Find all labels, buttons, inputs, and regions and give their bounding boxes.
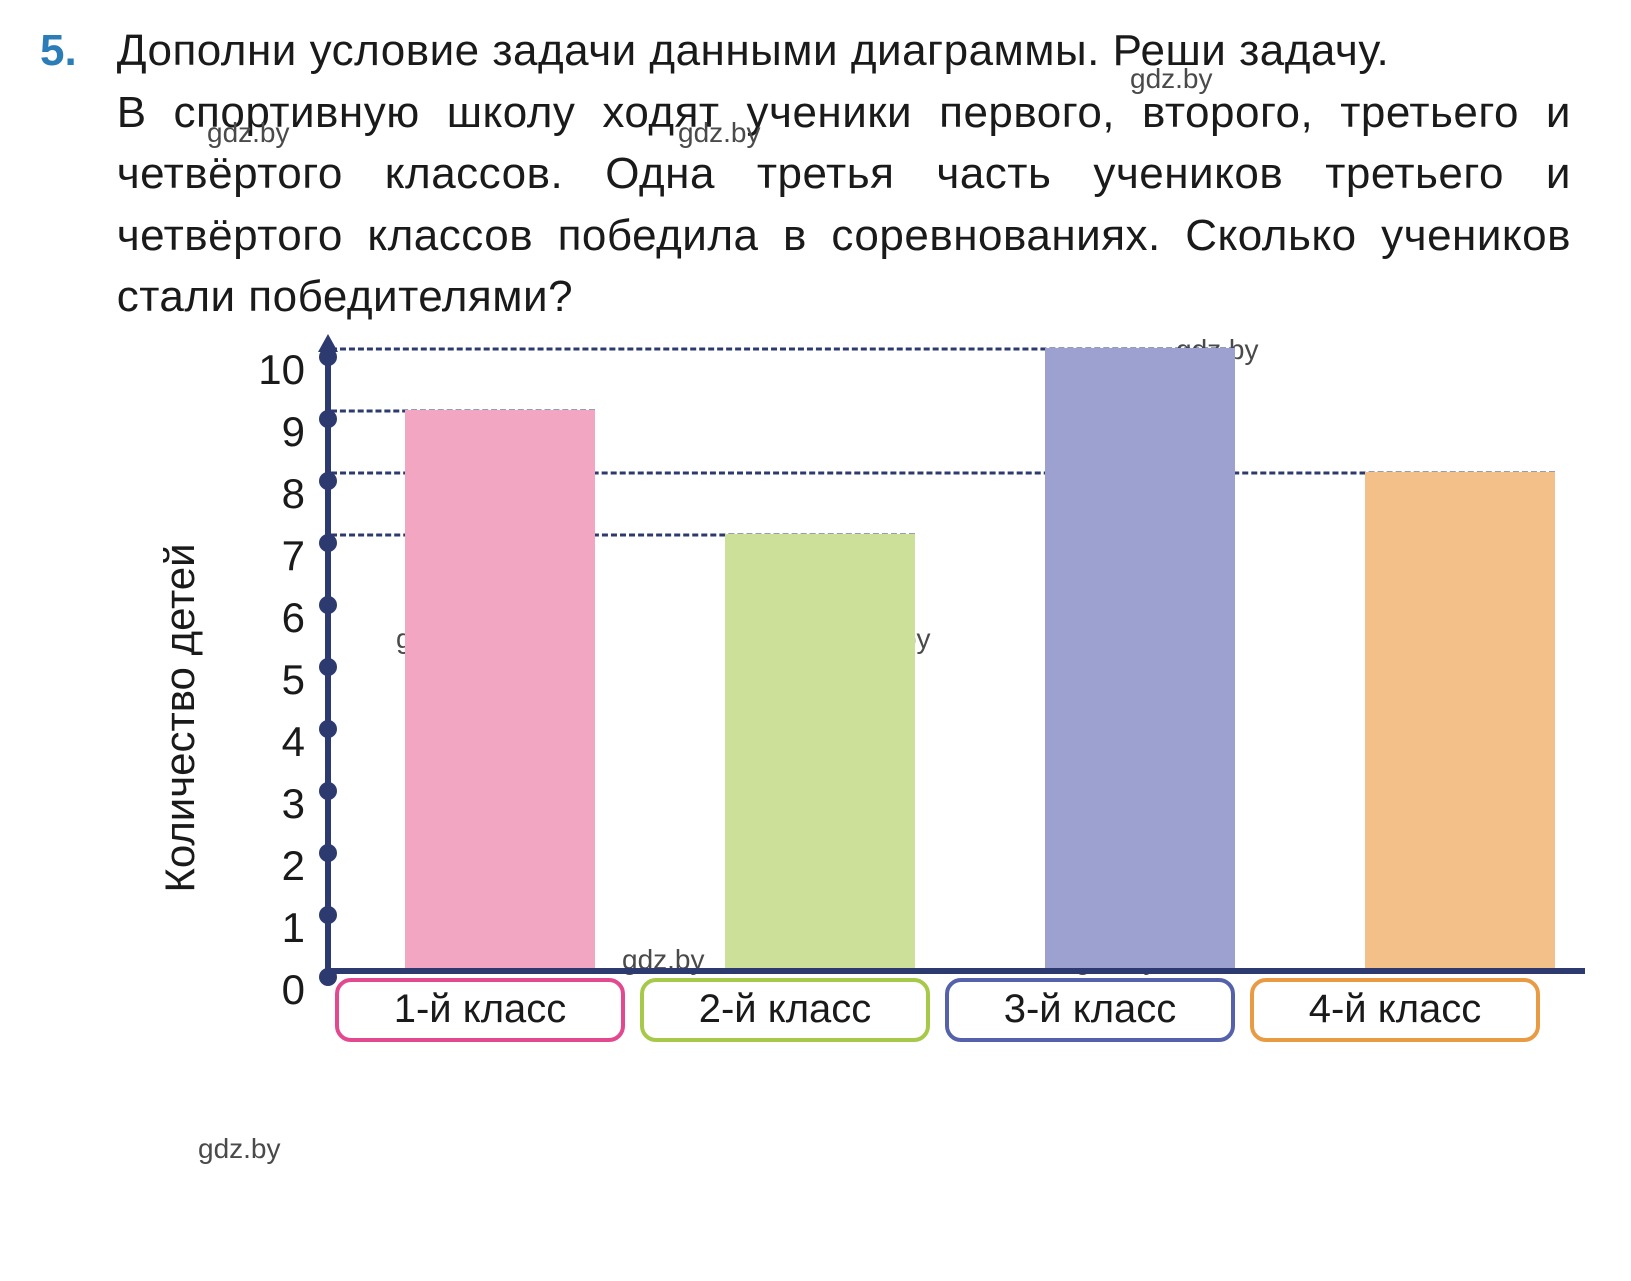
page: 5. Дополни условие задачи данными диагра…: [0, 0, 1631, 1281]
bar: [1365, 472, 1555, 968]
y-tick-dot: [319, 472, 337, 490]
y-tick-label: 8: [282, 470, 305, 518]
y-tick-dot: [319, 348, 337, 366]
problem-text: Дополни условие задачи данными диаграммы…: [117, 20, 1571, 328]
y-tick-dot: [319, 844, 337, 862]
y-tick-dot: [319, 782, 337, 800]
bar-chart: Количество детей 012345678910 1-й класс2…: [160, 338, 1600, 1098]
y-tick-label: 5: [282, 656, 305, 704]
x-axis-category-label: 2-й класс: [640, 978, 930, 1042]
y-tick-dot: [319, 410, 337, 428]
problem-block: 5. Дополни условие задачи данными диагра…: [40, 20, 1571, 328]
y-tick-label: 1: [282, 904, 305, 952]
y-tick-dot: [319, 658, 337, 676]
y-tick-dot: [319, 596, 337, 614]
x-axis-line: [325, 968, 1585, 974]
y-tick-label: 2: [282, 842, 305, 890]
y-axis-title: Количество детей: [156, 543, 204, 892]
x-axis-category-label: 3-й класс: [945, 978, 1235, 1042]
y-tick-label: 9: [282, 408, 305, 456]
y-tick-dot: [319, 906, 337, 924]
x-axis-category-label: 1-й класс: [335, 978, 625, 1042]
x-axis-labels: 1-й класс2-й класс3-й класс4-й класс: [325, 978, 1585, 1048]
y-tick-label: 6: [282, 594, 305, 642]
y-tick-dot: [319, 720, 337, 738]
plot-area: 012345678910: [325, 348, 1585, 968]
problem-number: 5.: [40, 20, 77, 82]
y-tick-label: 3: [282, 780, 305, 828]
x-axis-category-label: 4-й класс: [1250, 978, 1540, 1042]
bar: [405, 410, 595, 968]
watermark-text: gdz.by: [198, 1133, 281, 1165]
y-tick-label: 10: [258, 346, 305, 394]
bar: [725, 534, 915, 968]
y-tick-label: 7: [282, 532, 305, 580]
y-tick-label: 0: [282, 966, 305, 1014]
y-tick-dot: [319, 534, 337, 552]
y-tick-label: 4: [282, 718, 305, 766]
bar: [1045, 348, 1235, 968]
